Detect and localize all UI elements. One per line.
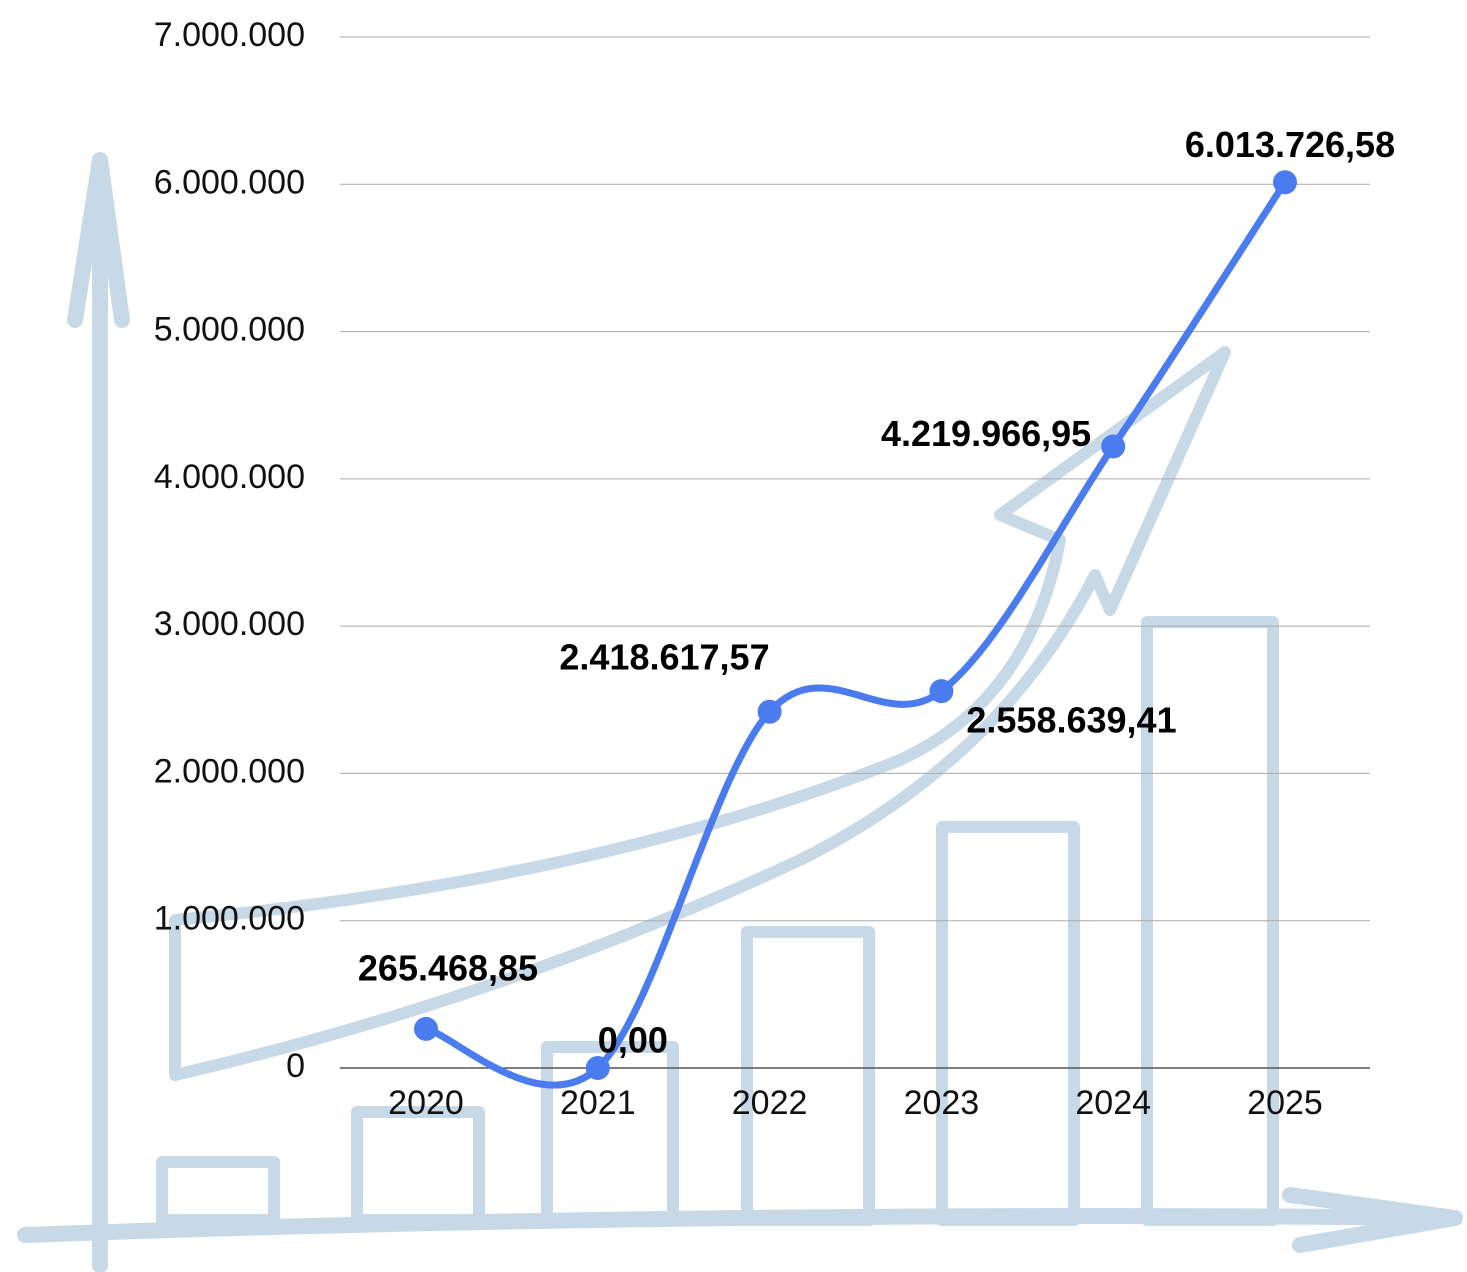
data-point [929, 679, 953, 703]
data-line [426, 182, 1285, 1085]
y-tick-label: 5.000.000 [154, 311, 305, 349]
data-point [758, 700, 782, 724]
data-point [1101, 434, 1125, 458]
sketch-y-axis [75, 160, 122, 1265]
x-tick-label: 2024 [1075, 1084, 1151, 1122]
y-tick-label: 4.000.000 [154, 458, 305, 496]
y-tick-label: 0 [286, 1047, 305, 1085]
x-tick-label: 2020 [388, 1084, 464, 1122]
data-label: 0,00 [598, 1020, 668, 1061]
y-tick-label: 7.000.000 [154, 16, 305, 54]
x-tick-label: 2025 [1247, 1084, 1323, 1122]
y-tick-label: 3.000.000 [154, 605, 305, 643]
x-tick-label: 2021 [560, 1084, 636, 1122]
data-label: 2.558.639,41 [966, 700, 1176, 741]
data-point [1273, 170, 1297, 194]
data-label: 6.013.726,58 [1185, 124, 1395, 165]
y-tick-label: 6.000.000 [154, 163, 305, 201]
x-tick-label: 2022 [732, 1084, 808, 1122]
data-label: 4.219.966,95 [881, 413, 1091, 454]
data-label: 2.418.617,57 [559, 636, 769, 677]
data-label: 265.468,85 [358, 947, 538, 988]
y-tick-label: 1.000.000 [154, 900, 305, 938]
chart: 0 1.000.000 2.000.000 3.000.000 4.000.000 5.0… [0, 0, 1467, 1272]
data-point [414, 1017, 438, 1041]
x-tick-label: 2023 [904, 1084, 980, 1122]
y-tick-label: 2.000.000 [154, 752, 305, 790]
